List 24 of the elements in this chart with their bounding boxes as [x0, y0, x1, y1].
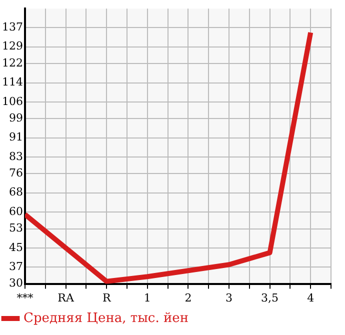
y-tick-label: 137 [2, 20, 23, 34]
x-tick-label: 3,5 [261, 291, 279, 304]
legend-label: Средняя Цена, тыс. йен [24, 310, 188, 326]
y-tick-label: 129 [2, 40, 23, 53]
x-tick-label: 3 [226, 291, 232, 304]
y-tick-label: 60 [8, 204, 23, 218]
y-tick-label: 91 [8, 130, 23, 144]
x-tick-label: *** [16, 291, 34, 304]
y-tick-label: 45 [8, 240, 23, 254]
x-tick-label: RA [58, 291, 75, 304]
y-tick-label: 37 [8, 260, 23, 273]
y-tick-label: 76 [8, 166, 23, 180]
y-tick-label: 122 [2, 56, 23, 70]
x-tick-label: 4 [307, 291, 314, 304]
y-tick-label: 106 [2, 94, 23, 108]
x-tick-label: R [102, 291, 112, 304]
y-tick-label: 83 [8, 150, 23, 163]
x-tick-label: 2 [184, 291, 192, 304]
y-tick-label: 53 [8, 222, 23, 235]
y-tick-label: 68 [8, 186, 23, 199]
y-tick-label: 114 [2, 76, 23, 89]
y-tick-label: 30 [8, 276, 23, 290]
x-tick-label: 1 [144, 291, 151, 304]
y-tick-label: 99 [8, 112, 23, 125]
